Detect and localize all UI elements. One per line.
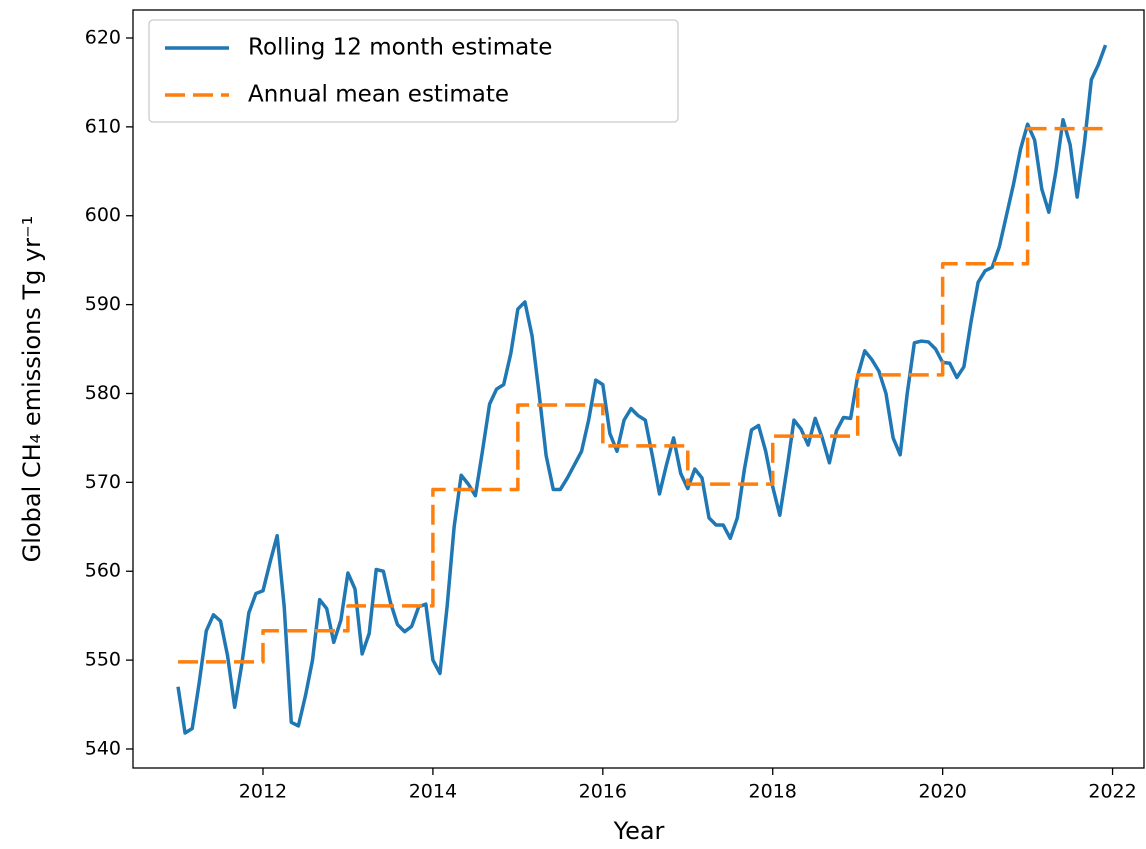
y-tick-label: 620 [85, 26, 121, 48]
x-axis-label: Year [613, 817, 665, 845]
plot-frame [132, 9, 1145, 769]
y-tick-label: 580 [85, 382, 121, 404]
y-tick-label: 590 [85, 293, 121, 315]
legend-label: Annual mean estimate [248, 82, 509, 108]
x-tick-label: 2012 [239, 781, 287, 803]
y-tick-label: 610 [85, 115, 121, 137]
x-tick-label: 2022 [1088, 781, 1136, 803]
legend-label: Rolling 12 month estimate [248, 35, 552, 61]
legend: Rolling 12 month estimate Annual mean est… [148, 19, 679, 123]
legend-box [148, 19, 679, 123]
y-tick-label: 560 [85, 560, 121, 582]
y-tick-label: 540 [85, 737, 121, 759]
x-tick-label: 2020 [918, 781, 966, 803]
y-tick-label: 600 [85, 204, 121, 226]
series-line [178, 126, 1106, 664]
y-tick-label: 570 [85, 471, 121, 493]
x-tick-label: 2014 [409, 781, 457, 803]
y-tick-label: 550 [85, 649, 121, 671]
y-axis-label: Global CH₄ emissions Tg yr⁻¹ [18, 216, 46, 563]
series-line [176, 44, 1108, 735]
x-tick-label: 2018 [749, 781, 797, 803]
x-tick-label: 2016 [579, 781, 627, 803]
